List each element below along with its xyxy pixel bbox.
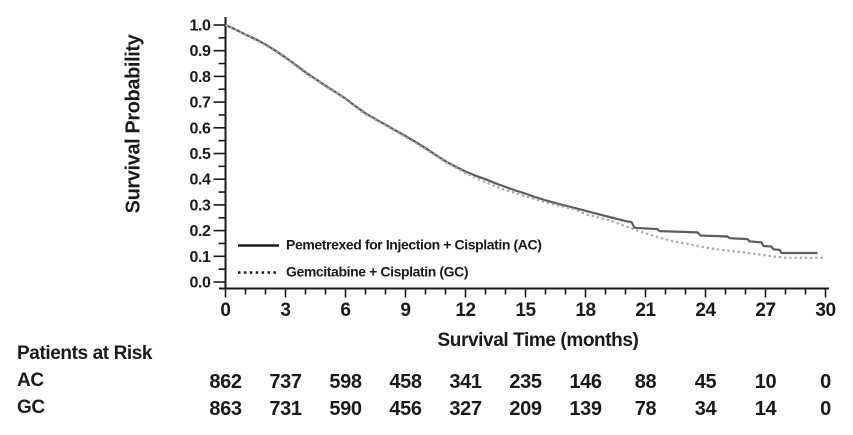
y-tick-label: 0.2 — [189, 223, 211, 240]
risk-count-ac: 458 — [389, 371, 421, 393]
risk-count-gc: 731 — [269, 398, 301, 420]
risk-count-ac: 45 — [695, 371, 717, 393]
y-tick-label: 0.3 — [189, 197, 211, 214]
risk-count-ac: 341 — [449, 371, 481, 393]
y-tick-label: 0.0 — [189, 275, 211, 292]
risk-count-ac: 598 — [329, 371, 361, 393]
risk-count-gc: 14 — [755, 398, 778, 420]
y-tick-label: 0.5 — [189, 146, 211, 163]
risk-count-ac: 235 — [509, 371, 541, 393]
risk-count-gc: 139 — [569, 398, 601, 420]
risk-count-ac: 10 — [755, 371, 777, 393]
risk-count-gc: 209 — [509, 398, 541, 420]
x-axis-title: Survival Time (months) — [437, 330, 639, 351]
y-axis-title: Survival Probability — [122, 34, 145, 214]
legend-label-gc: Gemcitabine + Cisplatin (GC) — [286, 263, 469, 280]
x-tick-label: 0 — [220, 300, 230, 321]
risk-row-label-gc: GC — [17, 397, 45, 418]
risk-count-gc: 78 — [635, 398, 657, 420]
x-tick-label: 24 — [695, 300, 716, 321]
legend-label-ac: Pemetrexed for Injection + Cisplatin (AC… — [286, 236, 542, 253]
ac-survival-curve — [225, 23, 818, 255]
y-tick-label: 0.6 — [189, 120, 211, 137]
x-tick-label: 6 — [340, 300, 350, 321]
x-tick-label: 21 — [635, 300, 656, 321]
y-tick-label: 0.1 — [189, 249, 211, 266]
risk-count-gc: 327 — [449, 398, 481, 420]
risk-count-gc: 590 — [329, 398, 361, 420]
risk-count-gc: 0 — [820, 398, 831, 420]
risk-count-ac: 88 — [635, 371, 657, 393]
risk-table-title: Patients at Risk — [17, 343, 153, 364]
risk-count-gc: 863 — [209, 398, 241, 420]
y-tick-label: 0.7 — [189, 95, 211, 112]
gc-survival-curve — [224, 24, 824, 259]
risk-count-gc: 34 — [695, 398, 718, 420]
x-tick-label: 9 — [400, 300, 410, 321]
risk-count-gc: 456 — [389, 398, 421, 420]
x-tick-label: 3 — [280, 300, 290, 321]
x-tick-label: 27 — [755, 300, 775, 321]
risk-count-ac: 0 — [820, 371, 831, 393]
y-tick-label: 0.8 — [189, 69, 211, 86]
risk-row-label-ac: AC — [17, 370, 44, 391]
x-tick-label: 15 — [515, 300, 536, 321]
x-tick-label: 12 — [455, 300, 475, 321]
risk-count-ac: 737 — [269, 371, 301, 393]
risk-count-ac: 146 — [569, 371, 601, 393]
y-tick-label: 1.0 — [189, 18, 211, 35]
y-tick-label: 0.4 — [189, 172, 211, 189]
x-tick-label: 18 — [575, 300, 595, 321]
risk-count-ac: 862 — [209, 371, 241, 393]
y-tick-label: 0.9 — [189, 43, 211, 60]
x-tick-label: 30 — [815, 300, 835, 321]
